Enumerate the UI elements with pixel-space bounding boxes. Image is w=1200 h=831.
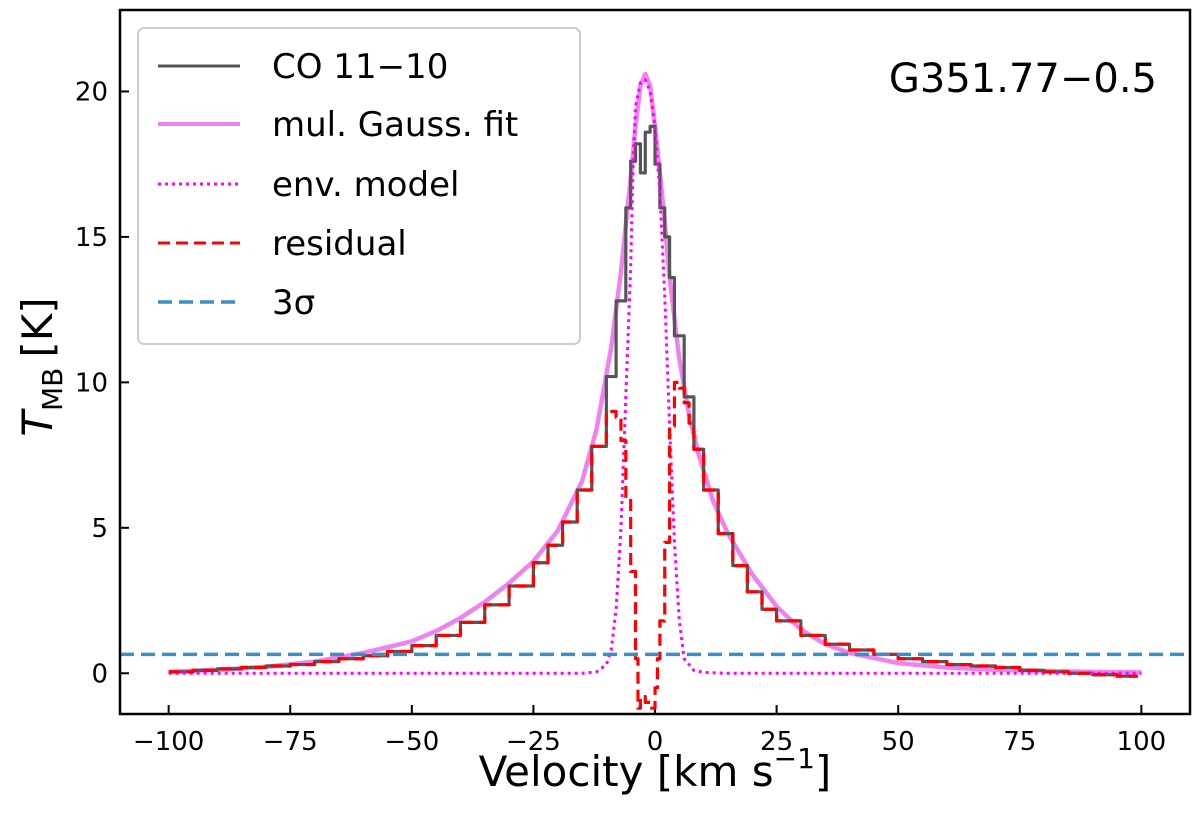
y-tick-label: 10 xyxy=(75,368,108,398)
x-tick-label: −25 xyxy=(506,727,561,757)
series-residual xyxy=(168,380,1139,710)
series-co-11-10 xyxy=(168,124,1139,678)
series-gauss-fit xyxy=(168,71,1142,675)
series-env-model xyxy=(168,78,1142,675)
legend-label-3sigma: 3σ xyxy=(272,283,315,323)
x-tick-label: 75 xyxy=(1003,727,1036,757)
x-axis-title-end: ] xyxy=(815,747,831,796)
y-tick-label: 0 xyxy=(91,659,108,689)
y-axis-title-symbol: T xyxy=(13,408,62,437)
x-tick-label: 50 xyxy=(882,727,915,757)
y-tick-label: 20 xyxy=(75,77,108,107)
x-tick-label: −50 xyxy=(384,727,439,757)
legend-label-gauss-fit: mul. Gauss. fit xyxy=(272,105,518,145)
x-axis-title-main: Velocity [km s xyxy=(479,747,774,796)
x-tick-label: 100 xyxy=(1117,727,1167,757)
legend-label-co: CO 11−10 xyxy=(272,47,448,87)
x-tick-label: 0 xyxy=(647,727,664,757)
y-axis-title-subscript: MB xyxy=(36,368,69,411)
y-axis-title: TMB [K] xyxy=(13,297,69,436)
y-axis-title-unit: [K] xyxy=(13,297,62,357)
x-axis-title: Velocity [km s−1] xyxy=(479,742,832,796)
series-layer xyxy=(120,71,1190,710)
x-tick-label: −75 xyxy=(263,727,318,757)
legend: CO 11−10 mul. Gauss. fit env. model resi… xyxy=(137,27,581,345)
plot-frame xyxy=(118,8,1192,716)
x-tick-label: 25 xyxy=(760,727,793,757)
legend-label-env-model: env. model xyxy=(272,165,459,205)
y-tick-label: 5 xyxy=(91,514,108,544)
source-annotation: G351.77−0.5 xyxy=(889,56,1157,102)
legend-label-residual: residual xyxy=(272,224,407,264)
y-tick-label: 15 xyxy=(75,223,108,253)
x-tick-label: −100 xyxy=(133,727,204,757)
legend-box xyxy=(137,27,581,345)
tick-labels: −100 −75 −50 −25 0 25 50 75 100 0 5 10 15 20 xyxy=(75,77,1166,757)
x-axis-title-superscript: −1 xyxy=(774,742,815,775)
